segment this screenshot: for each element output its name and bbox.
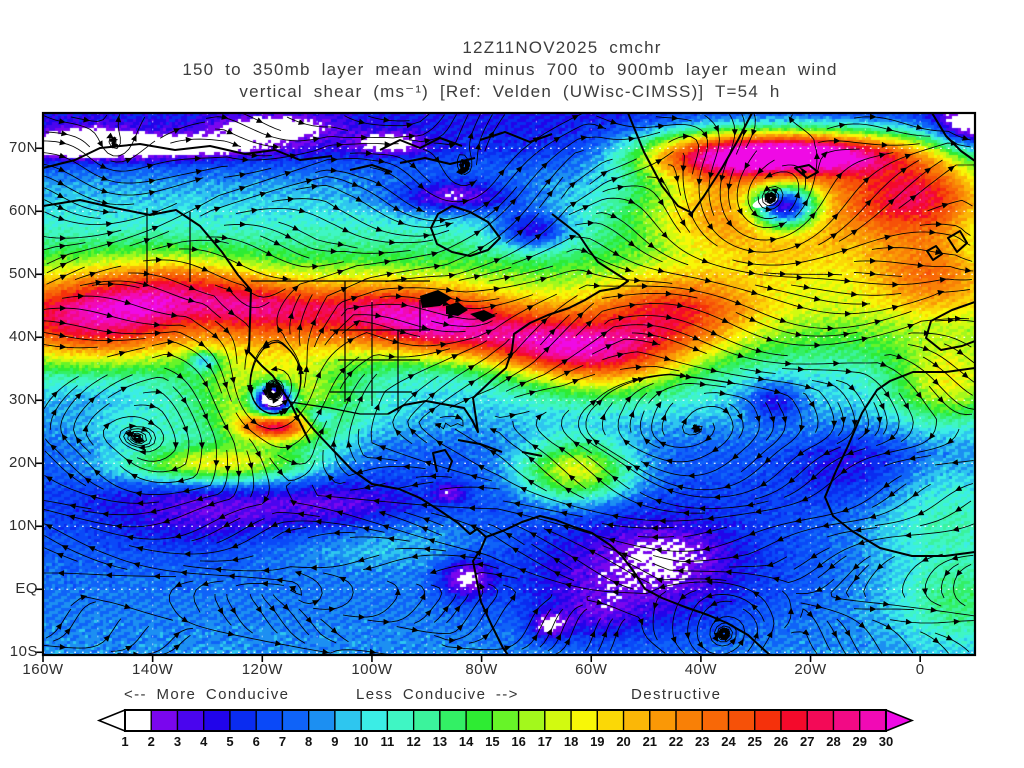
title-units-reference: vertical shear (ms⁻¹) [Ref: Velden (UWis… — [239, 82, 781, 101]
lon-label-80W: 80W — [465, 661, 498, 678]
lat-label-20N: 20N — [8, 454, 38, 472]
lon-label-20W: 20W — [794, 661, 827, 678]
colorbar-cell-7 — [281, 709, 310, 732]
colorbar-tick-7: 7 — [278, 734, 287, 749]
colorbar-cell-17 — [544, 709, 572, 732]
colorbar-tick-17: 17 — [537, 734, 553, 749]
colorbar-tick-18: 18 — [563, 734, 579, 749]
colorbar-cell-10 — [360, 709, 389, 732]
colorbar-tick-30: 30 — [878, 734, 894, 749]
lat-label-10N: 10N — [8, 517, 38, 535]
colorbar-cell-16 — [517, 709, 546, 732]
legend-less-conducive: Less Conducive --> — [356, 686, 519, 703]
colorbar-tick-22: 22 — [668, 734, 684, 749]
colorbar-tick-5: 5 — [226, 734, 234, 749]
lat-label-30N: 30N — [8, 391, 38, 409]
colorbar-cell-18 — [570, 709, 598, 732]
colorbar-tick-1: 1 — [121, 734, 129, 749]
colorbar-tick-21: 21 — [642, 734, 658, 749]
lon-label-40W: 40W — [684, 661, 718, 678]
lat-label-60N: 60N — [8, 202, 38, 220]
legend-more-conducive: <-- More Conducive — [124, 686, 290, 703]
colorbar-cell-23 — [701, 709, 730, 732]
colorbar-cell-15 — [491, 709, 520, 732]
colorbar-tick-28: 28 — [826, 734, 841, 749]
colorbar-cell-22 — [675, 709, 703, 732]
lat-label-10S: 10S — [9, 643, 38, 661]
colorbar-cell-28 — [832, 709, 861, 732]
colorbar-tick-16: 16 — [511, 734, 526, 749]
colorbar-tick-4: 4 — [200, 734, 208, 749]
colorbar-cell-2 — [150, 709, 179, 732]
colorbar-cell-11 — [386, 709, 415, 732]
colorbar-tick-20: 20 — [616, 734, 631, 749]
lat-label-50N: 50N — [8, 265, 38, 283]
title-run-id: 12Z11NOV2025 cmchr — [462, 38, 662, 57]
colorbar-tick-6: 6 — [252, 734, 260, 749]
lon-label-120W: 120W — [241, 661, 283, 678]
colorbar-tick-11: 11 — [380, 734, 395, 749]
lon-label-140W: 140W — [132, 661, 174, 678]
colorbar-tick-2: 2 — [147, 734, 155, 749]
colorbar-cell-27 — [806, 709, 835, 732]
colorbar-cell-21 — [649, 709, 677, 732]
colorbar-tick-23: 23 — [695, 734, 710, 749]
colorbar-cell-6 — [255, 709, 284, 732]
colorbar-cell-25 — [754, 709, 782, 732]
colorbar-tick-14: 14 — [458, 734, 474, 749]
colorbar-cell-19 — [596, 709, 625, 732]
colorbar-right-arrow-icon — [885, 708, 915, 733]
colorbar-tick-26: 26 — [773, 734, 789, 749]
colorbar-tick-13: 13 — [432, 734, 448, 749]
lat-label-70N: 70N — [8, 139, 38, 157]
shear-field-canvas — [43, 113, 975, 655]
lat-label-40N: 40N — [8, 328, 38, 346]
colorbar — [96, 708, 915, 733]
lat-label-EQ: EQ — [15, 580, 38, 598]
colorbar-cell-26 — [780, 709, 808, 732]
colorbar-cell-3 — [176, 709, 205, 732]
colorbar-cell-13 — [439, 709, 467, 732]
lon-label-0: 0 — [915, 661, 925, 678]
colorbar-left-arrow-icon — [96, 708, 126, 733]
colorbar-tick-24: 24 — [721, 734, 736, 749]
lon-label-100W: 100W — [351, 661, 393, 678]
colorbar-cell-12 — [412, 709, 441, 732]
colorbar-cell-29 — [859, 709, 887, 732]
colorbar-cell-8 — [308, 709, 336, 732]
colorbar-tick-15: 15 — [485, 734, 500, 749]
colorbar-cell-9 — [334, 709, 362, 732]
colorbar-cell-14 — [465, 709, 494, 732]
colorbar-tick-27: 27 — [800, 734, 815, 749]
colorbar-cell-20 — [622, 709, 651, 732]
colorbar-tick-25: 25 — [747, 734, 762, 749]
colorbar-tick-29: 29 — [852, 734, 867, 749]
title-layer-description: 150 to 350mb layer mean wind minus 700 t… — [182, 60, 838, 79]
colorbar-cell-5 — [229, 709, 257, 732]
legend-destructive: Destructive — [631, 686, 722, 703]
colorbar-tick-12: 12 — [406, 734, 421, 749]
colorbar-tick-3: 3 — [173, 734, 182, 749]
colorbar-cell-24 — [727, 709, 756, 732]
colorbar-tick-10: 10 — [353, 734, 369, 749]
colorbar-cell-4 — [203, 709, 231, 732]
lon-label-60W: 60W — [575, 661, 608, 678]
colorbar-tick-8: 8 — [305, 734, 313, 749]
colorbar-cell-1 — [124, 709, 152, 732]
lon-label-160W: 160W — [22, 661, 64, 678]
colorbar-tick-19: 19 — [590, 734, 605, 749]
colorbar-tick-9: 9 — [331, 734, 339, 749]
